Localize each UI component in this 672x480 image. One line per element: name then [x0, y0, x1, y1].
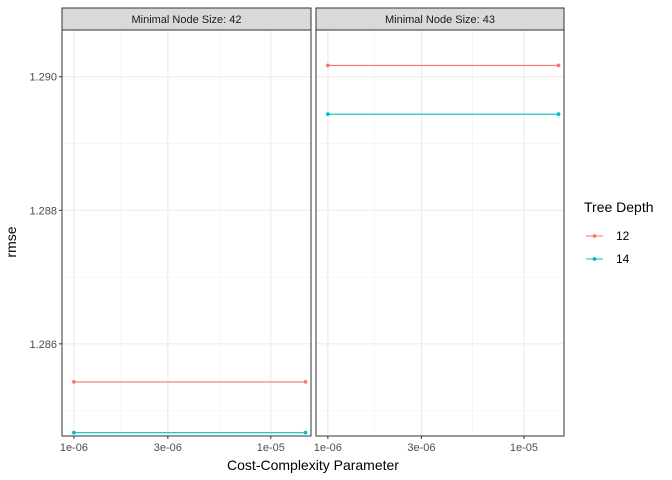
x-tick-label: 1e-05 — [257, 442, 285, 454]
data-point-12 — [72, 380, 76, 384]
x-tick-label: 3e-06 — [154, 442, 182, 454]
x-tick-label: 3e-06 — [407, 442, 435, 454]
data-point-14 — [556, 112, 561, 117]
legend-title: Tree Depth — [584, 199, 654, 215]
y-tick-label: 1.288 — [29, 205, 57, 217]
chart-panels: Minimal Node Size: 42 1e-06 3e-06 1e-05 1.28… — [29, 7, 565, 454]
panel-background — [62, 30, 311, 436]
data-point-14 — [72, 430, 76, 435]
y-axis-title: rmse — [3, 226, 19, 257]
legend-key-point — [592, 257, 597, 261]
x-tick-label: 1e-06 — [60, 442, 88, 454]
x-axis-title: Cost-Complexity Parameter — [227, 457, 399, 473]
panel-border — [315, 29, 565, 437]
y-tick-label: 1.286 — [29, 339, 57, 351]
legend-label: 12 — [616, 229, 630, 243]
facet-strip-label: Minimal Node Size: 43 — [385, 14, 495, 26]
legend-item-14: 14 — [586, 252, 630, 266]
data-point-12 — [325, 63, 330, 68]
panel-border — [61, 29, 312, 437]
data-point-14 — [303, 430, 308, 435]
legend-label: 14 — [616, 252, 630, 266]
facet-strip-label: Minimal Node Size: 42 — [131, 14, 241, 26]
panel-2: Minimal Node Size: 43 1e-06 3e-06 1e-05 — [314, 7, 565, 454]
panel-1: Minimal Node Size: 42 1e-06 3e-06 1e-05 1.28… — [29, 7, 312, 454]
data-point-12 — [303, 380, 308, 384]
data-point-12 — [556, 63, 561, 68]
data-point-14 — [325, 112, 330, 117]
legend-item-12: 12 — [586, 229, 630, 243]
y-tick-label: 1.290 — [29, 72, 57, 84]
panel-background — [316, 30, 564, 436]
x-tick-label: 1e-06 — [314, 442, 342, 454]
legend-key-point — [592, 234, 597, 238]
x-tick-label: 1e-05 — [510, 442, 538, 454]
legend: Tree Depth 12 14 — [584, 199, 654, 266]
